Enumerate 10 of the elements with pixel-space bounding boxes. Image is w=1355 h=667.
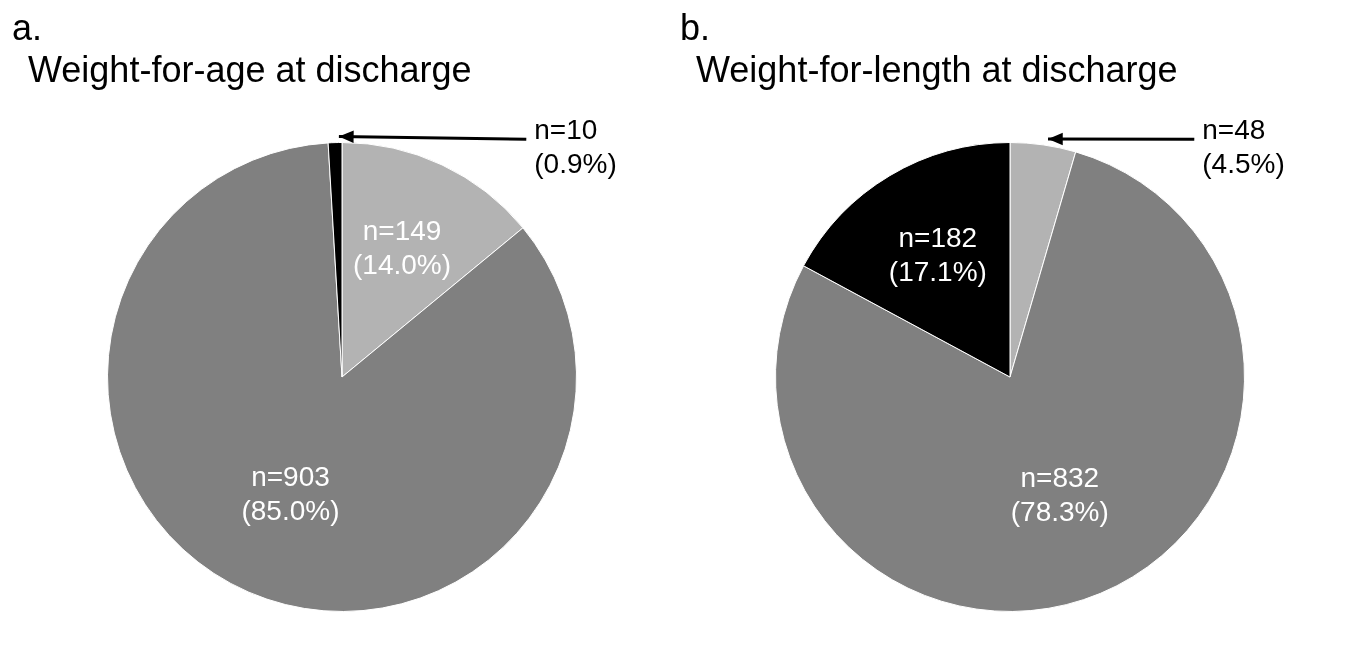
data-label: n=182 (17.1%) xyxy=(888,221,987,287)
data-label: n=903 (85.0%) xyxy=(241,460,340,526)
text: b. xyxy=(680,7,712,48)
chart-title: Weight-for-length at discharge xyxy=(696,48,1179,92)
data-label: n=832 (78.3%) xyxy=(1010,461,1109,527)
data-label: n=149 (14.0%) xyxy=(353,215,452,281)
data-label: n=48 (4.5%) xyxy=(1202,113,1285,179)
chart-title: Weight-for-age at discharge xyxy=(28,48,473,92)
data-label: n=10 (0.9%) xyxy=(534,113,617,179)
text: a. xyxy=(12,7,44,48)
